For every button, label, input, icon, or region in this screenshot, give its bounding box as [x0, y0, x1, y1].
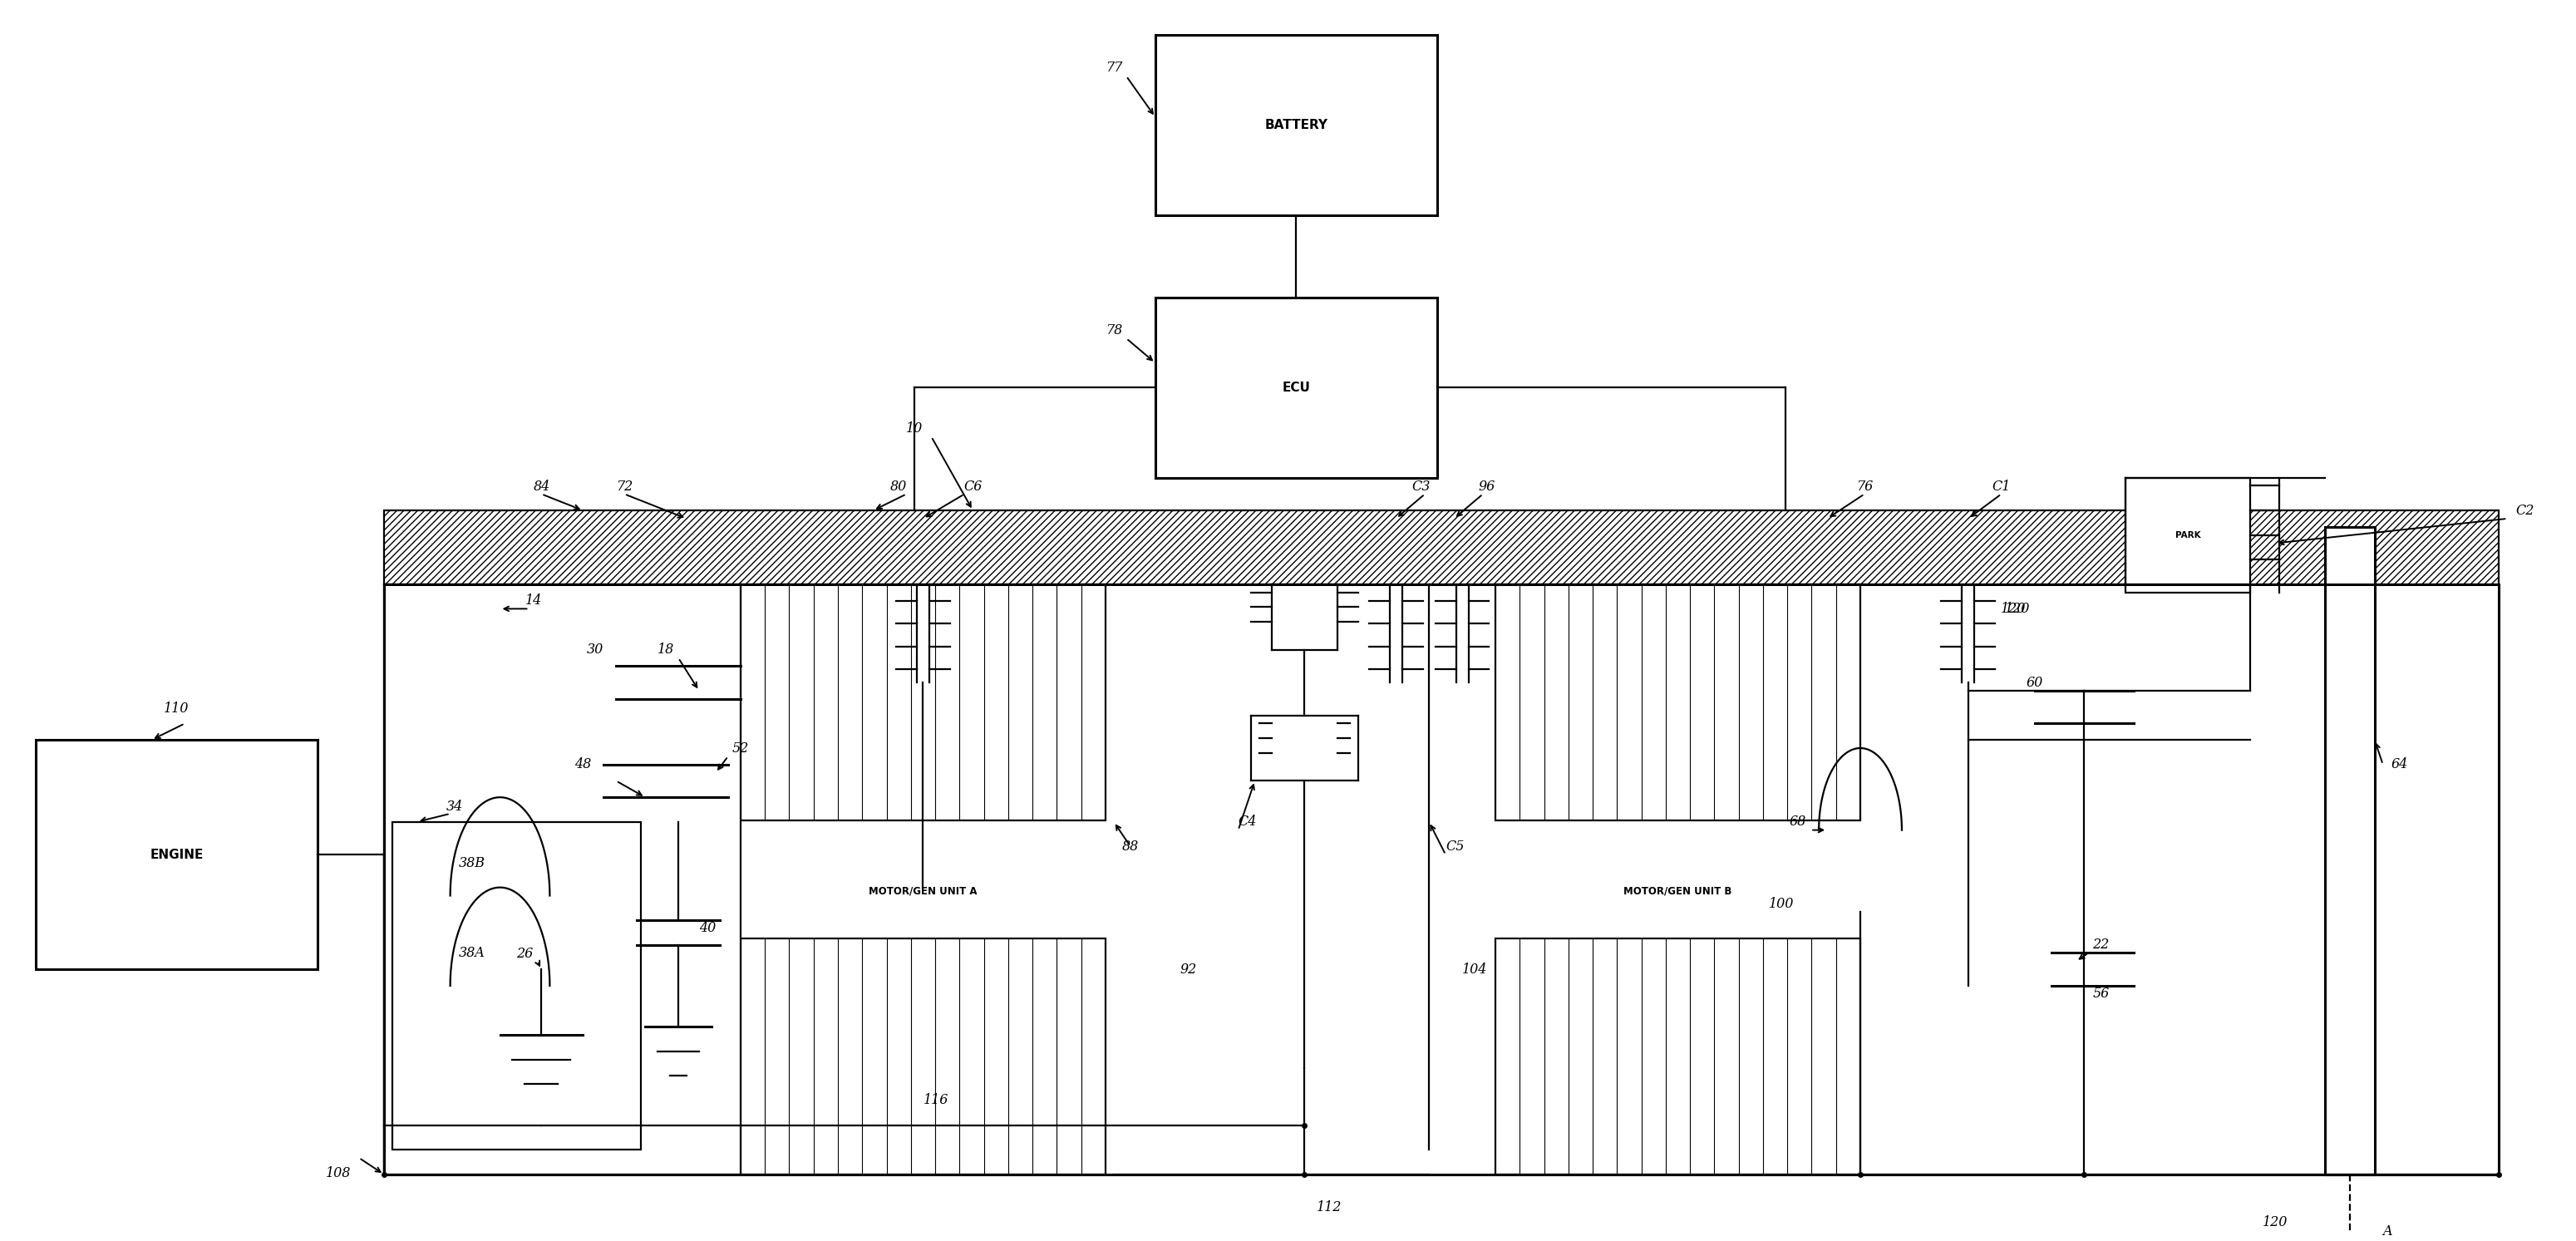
Bar	[2326, 527, 2375, 1174]
Bar	[2125, 478, 2251, 592]
Text: 10: 10	[907, 422, 922, 436]
Bar	[739, 585, 1105, 820]
Text: 40: 40	[698, 921, 716, 936]
Text: 80: 80	[889, 480, 907, 494]
Text: 108: 108	[325, 1167, 350, 1180]
Text: BATTERY: BATTERY	[1265, 119, 1327, 132]
Text: 120: 120	[2002, 602, 2027, 616]
Bar	[392, 822, 641, 1149]
Text: C4: C4	[1239, 815, 1257, 829]
Text: 120: 120	[2004, 602, 2030, 616]
Text: 120: 120	[2262, 1215, 2287, 1230]
Text: 92: 92	[1180, 962, 1198, 977]
Text: 88: 88	[1123, 839, 1139, 854]
Text: 52: 52	[732, 741, 750, 756]
Text: 38A: 38A	[459, 946, 484, 961]
Text: 96: 96	[1479, 480, 1497, 494]
Text: 22: 22	[2092, 938, 2110, 952]
Bar	[1497, 585, 1860, 820]
Text: C2: C2	[2517, 504, 2535, 517]
Text: 34: 34	[446, 799, 464, 814]
Text: 18: 18	[657, 643, 675, 656]
Text: C5: C5	[1445, 839, 1463, 854]
Text: 100: 100	[1770, 897, 1793, 911]
Text: 76: 76	[1857, 480, 1873, 494]
Text: C3: C3	[1412, 480, 1430, 494]
Text: 78: 78	[1105, 323, 1123, 338]
Bar	[1154, 35, 1437, 216]
Text: 14: 14	[526, 593, 541, 608]
Text: 48: 48	[574, 757, 592, 772]
Text: MOTOR/GEN UNIT B: MOTOR/GEN UNIT B	[1623, 886, 1731, 896]
Text: PARK: PARK	[2174, 531, 2200, 539]
Text: 112: 112	[1316, 1200, 1342, 1214]
Text: 30: 30	[587, 643, 603, 656]
Text: MOTOR/GEN UNIT A: MOTOR/GEN UNIT A	[868, 886, 976, 896]
Text: A: A	[2383, 1225, 2393, 1239]
Text: 68: 68	[1790, 815, 1806, 829]
Text: 64: 64	[2391, 757, 2409, 772]
Bar	[1497, 938, 1860, 1174]
Text: 72: 72	[616, 480, 634, 494]
Bar	[384, 510, 2499, 585]
Text: C1: C1	[1991, 480, 2012, 494]
Text: C6: C6	[963, 480, 981, 494]
Text: 110: 110	[165, 701, 188, 715]
Text: 84: 84	[533, 480, 549, 494]
Text: 26: 26	[515, 947, 533, 962]
Text: 104: 104	[1463, 962, 1486, 977]
Bar	[36, 740, 317, 969]
Text: 56: 56	[2092, 987, 2110, 1001]
Text: ECU: ECU	[1283, 381, 1311, 393]
Bar	[739, 938, 1105, 1174]
Text: 77: 77	[1105, 61, 1123, 74]
Text: 38B: 38B	[459, 856, 484, 870]
Text: ENGINE: ENGINE	[149, 849, 204, 861]
Text: 60: 60	[2025, 675, 2043, 690]
Text: 116: 116	[922, 1093, 948, 1107]
Bar	[384, 585, 739, 1174]
Bar	[1154, 298, 1437, 478]
